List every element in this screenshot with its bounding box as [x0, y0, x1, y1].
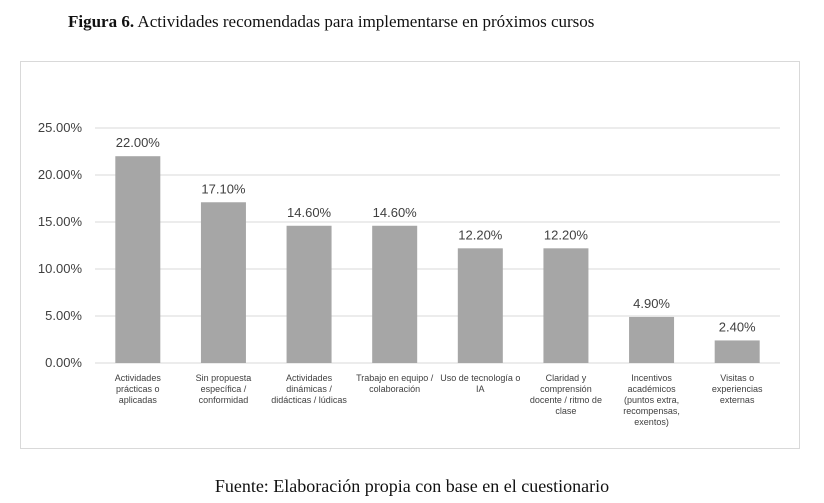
x-tick-label: Trabajo en equipo / colaboración	[356, 373, 434, 394]
x-tick-label-line: Trabajo en equipo /	[356, 373, 434, 383]
x-tick-label-line: Visitas o	[720, 373, 754, 383]
x-tick-label-line: Sin propuesta	[196, 373, 252, 383]
x-tick-label-line: comprensión	[540, 384, 592, 394]
figure-title: Actividades recomendadas para implementa…	[137, 12, 595, 31]
x-tick-label: Visitas o experiencias externas	[712, 373, 763, 405]
x-tick-label: Sin propuesta específica / conformidad	[196, 373, 252, 405]
y-tick-label: 25.00%	[38, 120, 83, 135]
data-label: 12.20%	[458, 227, 503, 242]
x-tick-label-line: docente / ritmo de	[530, 395, 602, 405]
figure-label: Figura 6.	[68, 12, 135, 31]
x-tick-label-line: conformidad	[199, 395, 249, 405]
x-tick-label-line: externas	[720, 395, 755, 405]
x-tick-label: Uso de tecnología o IA	[440, 373, 520, 394]
x-tick-label-line: IA	[476, 384, 485, 394]
bar	[457, 248, 503, 363]
y-tick-label: 10.00%	[38, 261, 83, 276]
data-label: 14.60%	[373, 205, 418, 220]
x-tick-label: Actividades dinámicas / didácticas / lúdic…	[271, 373, 347, 405]
x-tick-label-line: aplicadas	[119, 395, 158, 405]
x-tick-label-line: Actividades	[115, 373, 162, 383]
bar	[115, 156, 161, 363]
figure-caption: Figura 6. Actividades recomendadas para …	[68, 12, 594, 32]
x-tick-label-line: clase	[555, 406, 576, 416]
data-label: 14.60%	[287, 205, 332, 220]
x-tick-label-line: prácticas o	[116, 384, 160, 394]
bar	[714, 340, 760, 363]
y-tick-label: 5.00%	[45, 308, 82, 323]
data-label: 2.40%	[719, 319, 756, 334]
y-tick-label: 0.00%	[45, 355, 82, 370]
x-tick-label-line: Incentivos	[631, 373, 672, 383]
data-label: 22.00%	[116, 135, 161, 150]
y-tick-label: 15.00%	[38, 214, 83, 229]
x-tick-label: Actividades prácticas o aplicadas	[115, 373, 162, 405]
x-tick-label-line: dinámicas /	[286, 384, 332, 394]
y-tick-label: 20.00%	[38, 167, 83, 182]
bar	[372, 225, 418, 363]
data-label: 17.10%	[201, 181, 246, 196]
data-label: 4.90%	[633, 296, 670, 311]
bar	[286, 225, 332, 363]
x-tick-label-line: didácticas / lúdicas	[271, 395, 347, 405]
bar	[543, 248, 589, 363]
data-label: 12.20%	[544, 227, 589, 242]
x-tick-label-line: exentos)	[634, 417, 669, 427]
x-tick-label-line: recompensas,	[623, 406, 680, 416]
x-tick-label: Incentivos académicos (puntos extra, recomp…	[623, 373, 680, 427]
x-tick-label: Claridad y comprensión docente / ritmo de c…	[530, 373, 602, 416]
source-note: Fuente: Elaboración propia con base en e…	[214, 476, 610, 496]
x-tick-label-line: Claridad y	[546, 373, 587, 383]
x-tick-label-line: Actividades	[286, 373, 333, 383]
x-tick-label-line: colaboración	[369, 384, 420, 394]
x-tick-label-line: Uso de tecnología o	[440, 373, 520, 383]
x-tick-label-line: experiencias	[712, 384, 763, 394]
x-tick-label-line: (puntos extra,	[624, 395, 679, 405]
x-tick-label-line: académicos	[628, 384, 677, 394]
bar	[629, 316, 675, 363]
x-tick-label-line: específica /	[201, 384, 247, 394]
bar	[200, 202, 246, 363]
